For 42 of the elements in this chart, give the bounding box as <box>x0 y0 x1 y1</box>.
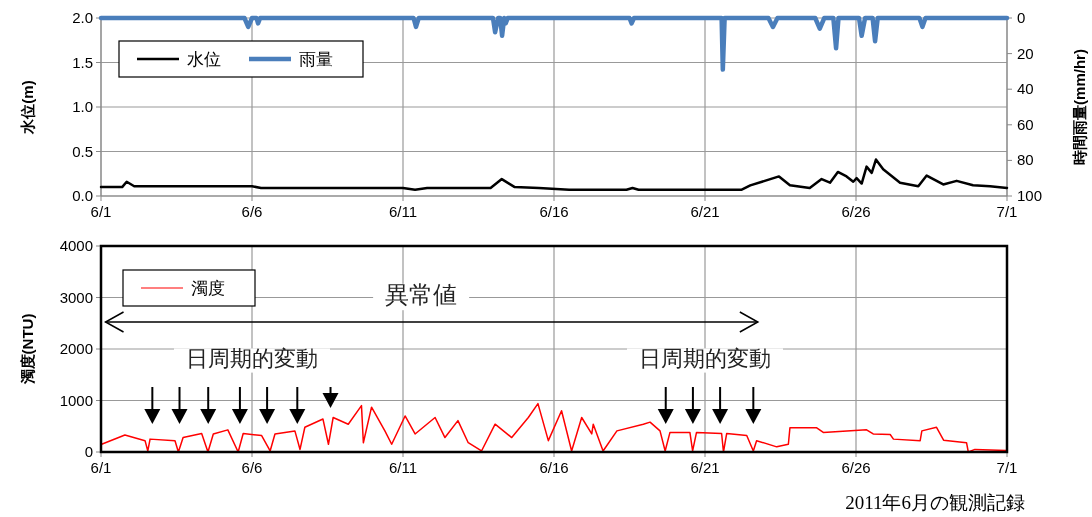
x-tick-label: 7/1 <box>996 203 1018 220</box>
x-tick-label: 6/11 <box>388 459 418 476</box>
y-tick-label: 1000 <box>59 391 93 409</box>
x-tick-label: 6/16 <box>539 203 569 220</box>
y-tick-label: 1.0 <box>72 98 93 115</box>
y-tick-label: 2000 <box>59 340 93 357</box>
y-tick-label: 0 <box>84 443 93 460</box>
y-tick-label: 0.5 <box>72 142 93 160</box>
annotation: 異常値 <box>385 281 458 308</box>
x-tick-label: 6/6 <box>241 203 263 220</box>
y2-tick-label: 40 <box>1017 80 1034 98</box>
y-tick-label: 3000 <box>59 288 93 306</box>
y-tick-label: 0.0 <box>72 187 93 204</box>
x-tick-label: 6/6 <box>241 459 263 476</box>
text: 2011年6月の観測記録 <box>845 492 1025 513</box>
x-tick-label: 6/1 <box>90 459 112 476</box>
legend-label: 水位 <box>187 50 221 69</box>
y-axis-title: 水位(m) <box>19 80 36 135</box>
annotation: 日周期的変動 <box>186 346 318 371</box>
x-tick-label: 6/1 <box>90 203 112 220</box>
y-tick-label: 1.5 <box>72 53 93 71</box>
line-series <box>99 158 1009 192</box>
y-tick-label: 2.0 <box>72 9 93 26</box>
legend-label: 雨量 <box>299 50 333 69</box>
y2-tick-label: 0 <box>1017 9 1026 26</box>
x-tick-label: 6/11 <box>388 203 418 220</box>
y2-tick-label: 20 <box>1017 44 1034 62</box>
line-series <box>100 402 1008 453</box>
y-axis-title: 濁度(NTU) <box>19 313 36 386</box>
x-tick-label: 6/26 <box>841 203 871 220</box>
y2-tick-label: 80 <box>1017 151 1034 169</box>
x-tick-label: 7/1 <box>996 459 1018 476</box>
x-tick-label: 6/16 <box>539 459 569 476</box>
x-tick-label: 6/21 <box>690 459 720 476</box>
x-tick-label: 6/26 <box>841 459 871 476</box>
x-tick-label: 6/21 <box>690 203 720 220</box>
y2-tick-label: 60 <box>1017 115 1034 133</box>
y2-tick-label: 100 <box>1017 187 1043 204</box>
annotation: 日周期的変動 <box>639 346 771 371</box>
legend-label: 濁度 <box>191 279 225 298</box>
y2-axis-title: 時間雨量(mm/hr) <box>1071 49 1088 165</box>
y-tick-label: 4000 <box>59 237 93 254</box>
